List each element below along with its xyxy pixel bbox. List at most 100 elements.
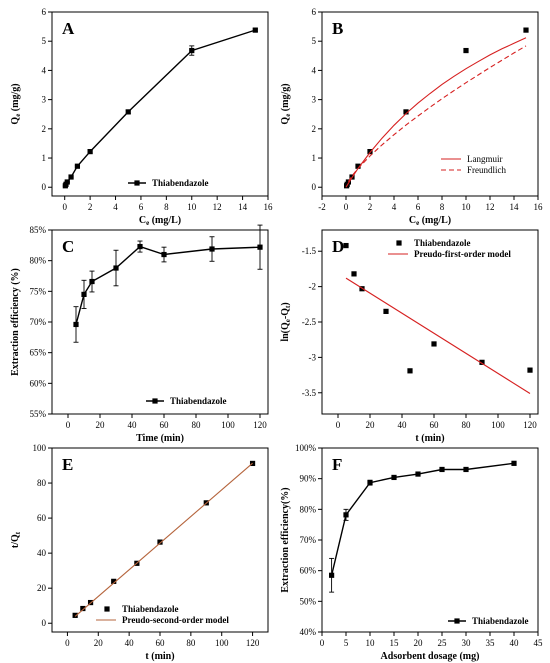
x-tick-label: 60: [160, 420, 170, 430]
x-tick-label: 2: [88, 202, 93, 212]
series-thiabendazole: [343, 242, 533, 374]
x-tick-label: 14: [510, 202, 520, 212]
x-tick-label: 0: [344, 202, 349, 212]
series-line: [75, 245, 261, 325]
y-tick-label: -3: [309, 352, 317, 362]
y-tick-label: -2.5: [302, 317, 317, 327]
x-tick-label: 20: [94, 638, 104, 648]
y-tick-label: 1: [312, 153, 317, 163]
series-langmuir: [345, 37, 527, 188]
x-tick-label: 0: [336, 420, 341, 430]
y-tick-label: 100: [33, 443, 47, 453]
legend-label: Preudo-second-order model: [122, 615, 229, 625]
y-tick-label: 100%: [295, 443, 317, 453]
legend-label: Preudo-first-order model: [414, 249, 511, 259]
data-point: [87, 149, 93, 155]
x-tick-label: 10: [366, 638, 376, 648]
panel-letter: B: [332, 19, 343, 38]
data-point: [523, 27, 529, 33]
x-tick-label: 16: [534, 202, 544, 212]
y-tick-label: 4: [42, 65, 47, 75]
y-tick-label: 80: [37, 478, 47, 488]
data-point: [345, 179, 351, 185]
legend-label: Langmuir: [467, 154, 503, 164]
legend-marker: [152, 398, 158, 404]
y-axis-label: t/Qt: [10, 531, 22, 548]
y-tick-label: 1: [42, 153, 47, 163]
series-line: [345, 37, 527, 188]
series-thiabendazole: [73, 224, 263, 343]
y-tick-label: 6: [42, 7, 47, 17]
data-point: [343, 512, 349, 518]
series-line: [74, 462, 253, 617]
x-tick-label: 40: [510, 638, 520, 648]
x-tick-label: 6: [139, 202, 144, 212]
data-point: [463, 466, 469, 473]
plot-frame: [321, 11, 539, 197]
y-tick-label: 0: [42, 182, 47, 192]
plot-frame: [51, 11, 269, 197]
legend-label: Freundlich: [467, 165, 506, 175]
x-tick-label: 14: [238, 202, 248, 212]
y-tick-label: 5: [312, 36, 317, 46]
legend-label: Thiabendazole: [152, 178, 209, 188]
x-tick-label: 30: [462, 638, 472, 648]
x-tick-label: 12: [213, 202, 222, 212]
x-tick-label: 60: [156, 638, 166, 648]
series-freundlich: [347, 45, 527, 182]
data-point: [81, 291, 87, 297]
axis-label-part: (mg/g): [10, 83, 21, 113]
x-tick-label: 80: [192, 420, 202, 430]
x-tick-label: 100: [215, 638, 229, 648]
y-tick-label: 5: [42, 36, 47, 46]
x-axis-label: Ce (mg/L): [409, 215, 451, 227]
data-point: [257, 244, 263, 250]
y-tick-label: 4: [312, 65, 317, 75]
x-tick-label: 20: [96, 420, 106, 430]
axis-label-subscript: e: [146, 219, 149, 227]
y-axis-label: Qe (mg/g): [10, 83, 22, 124]
x-axis-label: Time (min): [136, 433, 184, 444]
x-tick-label: 4: [113, 202, 118, 212]
x-tick-label: 40: [128, 420, 138, 430]
x-tick-label: 40: [125, 638, 135, 648]
y-tick-label: 90%: [300, 474, 317, 484]
plot-frame: [321, 447, 539, 633]
legend: Thiabendazole: [448, 616, 529, 626]
axis-label-part: Q: [10, 117, 21, 125]
axis-label-part: ln(Q: [280, 322, 291, 342]
x-axis-label: Ce (mg/L): [139, 215, 181, 227]
panel-c: 0 20 40 60 80 100 120 55% 60% 65% 70% 75% 80% 85% Time…: [10, 224, 269, 444]
x-axis-label: t (min): [415, 433, 444, 444]
axis-label-subscript: t: [284, 305, 292, 308]
legend-label: Thiabendazole: [414, 238, 471, 248]
axis-label-subscript: t: [14, 531, 22, 534]
x-tick-label: 80: [462, 420, 472, 430]
axis-label-part: (mg/g): [280, 83, 291, 113]
panel-letter: E: [62, 455, 73, 474]
legend-label: Thiabendazole: [122, 604, 179, 614]
y-tick-label: 3: [312, 95, 317, 105]
data-point: [161, 251, 167, 258]
y-tick-label: 85%: [30, 225, 47, 235]
x-tick-label: 120: [253, 420, 267, 430]
data-point: [367, 149, 373, 155]
x-tick-label: 8: [164, 202, 169, 212]
y-axis-label: Extraction efficiency(%): [280, 487, 291, 592]
data-point: [511, 460, 517, 466]
y-tick-label: 40: [37, 548, 47, 558]
data-point: [383, 308, 389, 314]
x-tick-label: 40: [398, 420, 408, 430]
data-point: [407, 368, 413, 374]
data-point: [64, 179, 70, 185]
data-point: [367, 480, 373, 486]
y-tick-label: 60%: [300, 566, 317, 576]
legend-marker: [454, 618, 460, 624]
plot-frame: [51, 229, 269, 415]
data-point: [391, 474, 397, 481]
panel-letter: A: [62, 19, 75, 38]
